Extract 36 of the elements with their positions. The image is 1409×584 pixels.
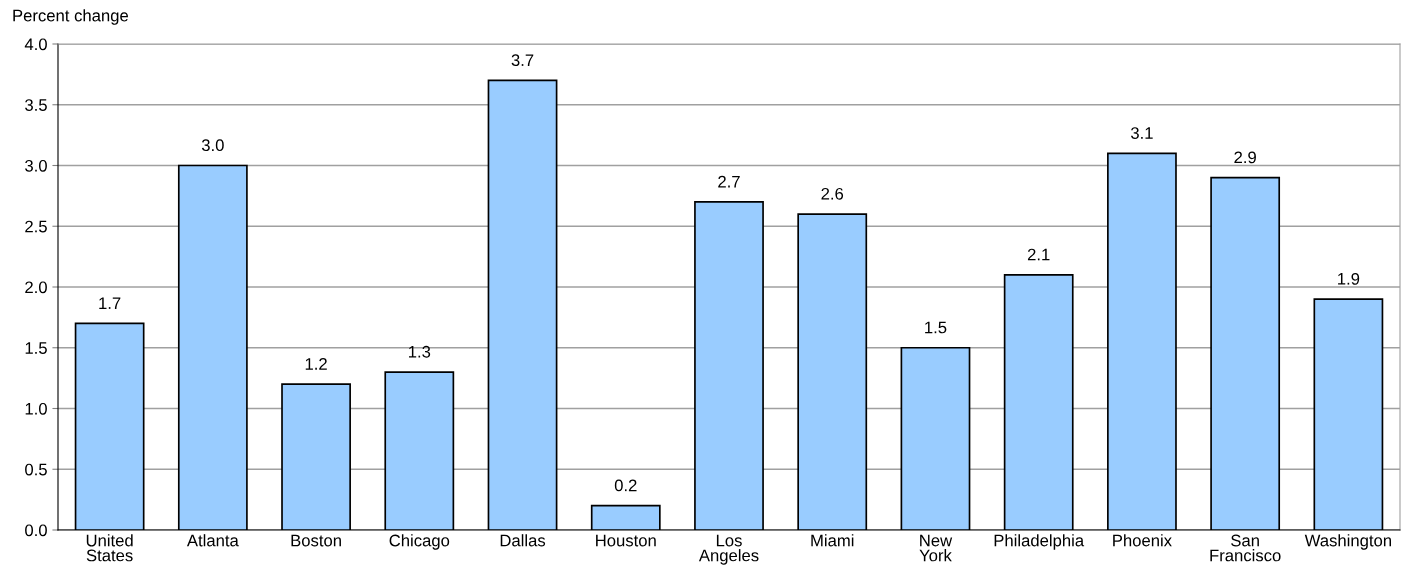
data-label: 0.2 — [614, 479, 637, 492]
data-label: 3.7 — [511, 54, 534, 67]
x-tick-label: San Francisco — [1210, 534, 1281, 562]
y-tick-label: 0.5 — [25, 463, 47, 476]
y-tick-label: 1.0 — [25, 402, 47, 415]
x-tick-label: Dallas — [500, 534, 546, 547]
data-label: 1.3 — [409, 345, 431, 358]
x-tick-label: Philadelphia — [994, 534, 1085, 550]
data-label: 2.6 — [821, 187, 844, 200]
x-tick-label: Washington — [1304, 534, 1391, 550]
y-tick-label: 2.5 — [25, 220, 47, 233]
x-tick-label: United States — [86, 534, 133, 562]
x-tick-label: Boston — [291, 534, 341, 547]
data-label: 2.7 — [718, 175, 740, 188]
y-tick-label: 3.5 — [25, 99, 47, 111]
data-label: 3.1 — [1130, 127, 1153, 139]
y-tick-label: 4.0 — [24, 38, 47, 51]
x-tick-label: Miami — [811, 534, 854, 547]
y-tick-label: 2.0 — [25, 281, 47, 294]
data-label: 1.9 — [1338, 272, 1360, 285]
y-tick-label: 3.0 — [25, 159, 47, 172]
y-tick-label: 1.5 — [25, 342, 47, 354]
y-tick-label: 0.0 — [25, 524, 47, 537]
x-tick-label: Los Angeles — [698, 534, 759, 565]
data-label: 3.0 — [201, 139, 224, 152]
x-tick-label: Atlanta — [186, 534, 239, 547]
x-tick-label: New York — [919, 534, 953, 562]
x-tick-label: Chicago — [389, 534, 450, 550]
y-axis-title: Percent change — [13, 9, 129, 25]
data-label: 2.1 — [1027, 248, 1050, 261]
x-tick-label: Phoenix — [1113, 534, 1172, 547]
data-label: 2.9 — [1234, 151, 1256, 164]
data-label: 1.5 — [925, 321, 947, 334]
x-tick-label: Houston — [596, 534, 656, 547]
data-label: 1.2 — [305, 357, 327, 370]
data-label: 1.7 — [99, 297, 121, 309]
